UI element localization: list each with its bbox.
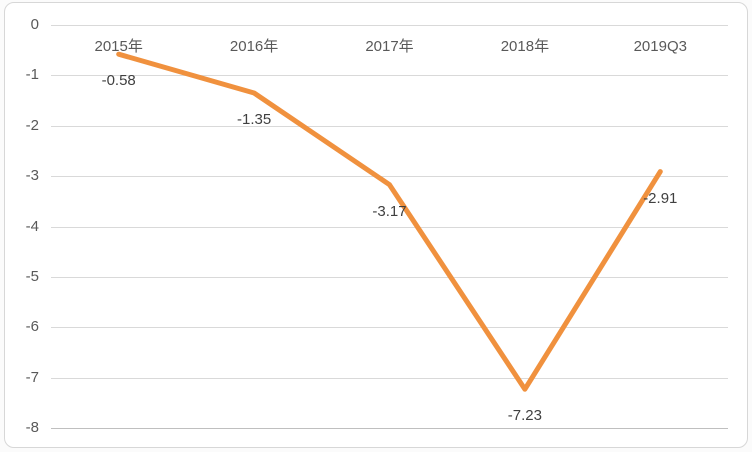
line-series-svg — [116, 51, 663, 392]
gridline — [51, 75, 728, 76]
gridline — [51, 176, 728, 177]
y-axis-tick-label: 0 — [30, 16, 39, 33]
y-axis-tick-label: -5 — [25, 268, 39, 285]
x-axis-category-label: 2019Q3 — [633, 38, 687, 55]
line-series — [116, 51, 663, 392]
plot-area: 0 -1 -2 -3 -4 -5 -6 -7 -8 2015年 2016年 2017年 2018年 20… — [5, 3, 747, 447]
y-axis-tick-label: -8 — [25, 419, 39, 436]
y-axis-tick-label: -6 — [25, 318, 39, 335]
gridline — [51, 277, 728, 278]
chart-frame: 0 -1 -2 -3 -4 -5 -6 -7 -8 2015年 2016年 2017年 2018年 20… — [4, 2, 748, 448]
data-label: -3.17 — [372, 202, 407, 220]
y-axis-tick-label: -7 — [25, 369, 39, 386]
data-label: -2.91 — [643, 189, 678, 207]
data-label: -1.35 — [236, 111, 272, 128]
x-axis-category-label: 2018年 — [500, 38, 550, 55]
gridline — [51, 126, 728, 127]
x-axis-category-label: 2016年 — [229, 38, 279, 55]
gridline — [51, 378, 728, 379]
y-axis-tick-label: -2 — [25, 117, 39, 134]
gridline — [51, 327, 728, 328]
y-axis-tick-label: -1 — [25, 66, 39, 83]
data-label: -7.23 — [507, 407, 542, 425]
gridline — [51, 25, 728, 26]
gridline — [51, 227, 728, 228]
y-axis-tick-label: -4 — [25, 218, 39, 235]
y-axis-tick-label: -3 — [25, 167, 39, 184]
x-axis-category-label: 2017年 — [365, 38, 414, 55]
gridline — [51, 428, 728, 429]
x-axis-category-label: 2015年 — [94, 38, 143, 55]
data-label: -0.58 — [101, 72, 136, 90]
